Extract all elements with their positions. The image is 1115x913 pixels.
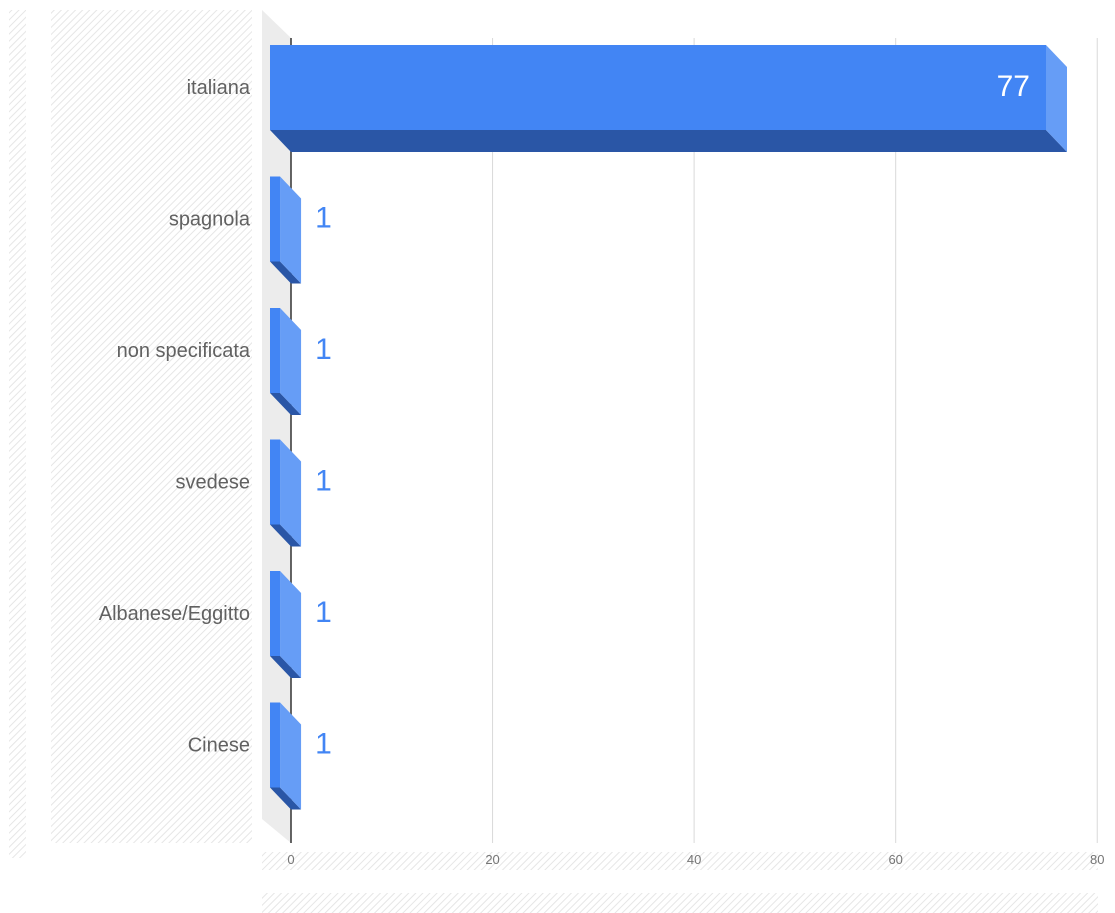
bar-front-face (270, 45, 1046, 130)
bar: 1 (270, 571, 332, 678)
left-hatch-strip (9, 10, 26, 858)
bar: 1 (270, 702, 332, 810)
bar-value-label: 1 (315, 333, 332, 366)
bar-side-face (280, 702, 302, 810)
x-axis-tick-labels: 0 20 40 60 80 (287, 852, 1104, 867)
x-tick-label: 60 (888, 852, 902, 867)
bar-front-face (270, 439, 281, 525)
bar-side-face (280, 308, 302, 415)
bar: 1 (270, 176, 332, 284)
bar-bottom-face (270, 524, 302, 547)
bar-side-face (1046, 45, 1067, 152)
bar-value-label: 1 (315, 202, 332, 235)
bar-side-face (280, 571, 302, 678)
bar-front-face (270, 308, 281, 393)
bar-front-face (270, 571, 281, 656)
gridlines (290, 38, 1098, 843)
bar-front-face (270, 702, 281, 788)
bar: 77 (270, 45, 1067, 152)
category-labels: italiana spagnola non specificata svedese Al… (99, 77, 251, 757)
bar-side-face (280, 439, 302, 547)
bar-bottom-face (270, 787, 302, 810)
bar-value-label: 1 (315, 728, 332, 761)
bar-bottom-face (270, 393, 302, 415)
bar-bottom-face (270, 261, 302, 284)
bar: 1 (270, 439, 332, 547)
category-label: italiana (187, 77, 251, 99)
bar-bottom-face (270, 130, 1067, 152)
bars: 77 1 1 1 1 1 (270, 45, 1067, 810)
x-tick-label: 0 (287, 852, 294, 867)
category-label: Cinese (188, 735, 250, 757)
category-label: Albanese/Eggitto (99, 603, 250, 625)
bar-front-face (270, 176, 281, 262)
bar-bottom-face (270, 656, 302, 678)
x-tick-label: 20 (485, 852, 499, 867)
bar-value-label: 1 (315, 596, 332, 629)
x-tick-label: 40 (687, 852, 701, 867)
label-area-hatch (51, 10, 252, 843)
bar: 1 (270, 308, 332, 415)
category-label: svedese (176, 472, 251, 494)
tick-area-hatch (262, 852, 1098, 870)
category-label: non specificata (117, 340, 251, 362)
category-label: spagnola (169, 209, 251, 231)
chart-background (9, 10, 1098, 913)
x-tick-label: 80 (1090, 852, 1104, 867)
bar-value-label: 77 (997, 70, 1030, 103)
bottom-hatch-strip (262, 893, 1098, 913)
bar-value-label: 1 (315, 465, 332, 498)
bar-side-face (280, 176, 302, 284)
